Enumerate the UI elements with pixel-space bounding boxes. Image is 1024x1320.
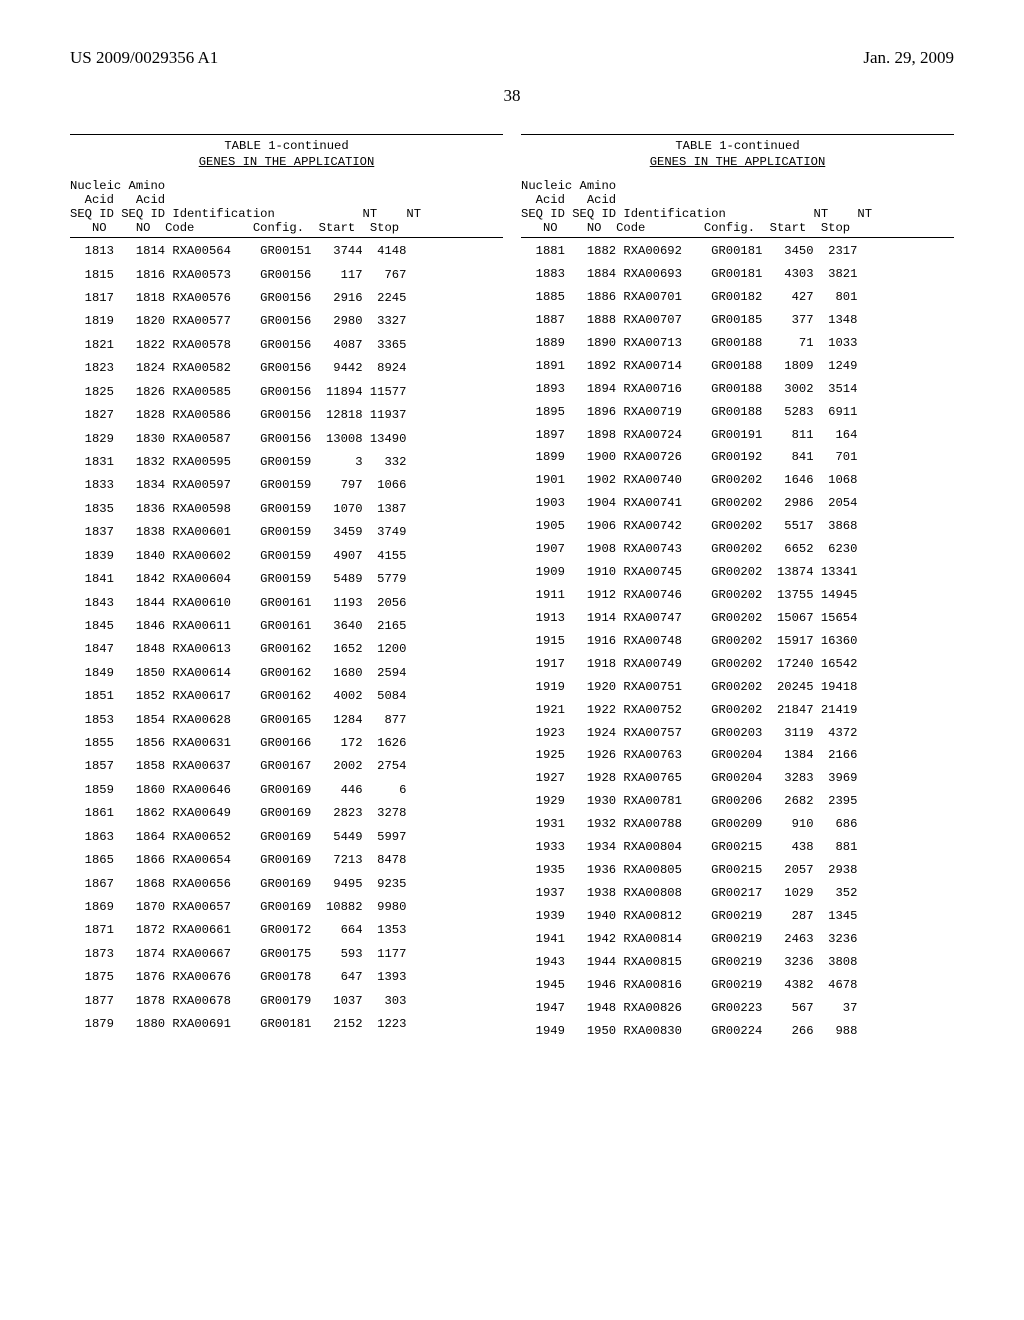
table-row: 1949 1950 RXA00830 GR00224 266 988 <box>521 1024 954 1038</box>
table-row: 1889 1890 RXA00713 GR00188 71 1033 <box>521 336 954 350</box>
table-row: 1939 1940 RXA00812 GR00219 287 1345 <box>521 909 954 923</box>
table-row: 1879 1880 RXA00691 GR00181 2152 1223 <box>70 1017 503 1031</box>
table-row: 1867 1868 RXA00656 GR00169 9495 9235 <box>70 877 503 891</box>
table-row: 1899 1900 RXA00726 GR00192 841 701 <box>521 450 954 464</box>
page-number: 38 <box>70 86 954 106</box>
table-row: 1887 1888 RXA00707 GR00185 377 1348 <box>521 313 954 327</box>
table-row: 1919 1920 RXA00751 GR00202 20245 19418 <box>521 680 954 694</box>
table-row: 1945 1946 RXA00816 GR00219 4382 4678 <box>521 978 954 992</box>
table-row: 1817 1818 RXA00576 GR00156 2916 2245 <box>70 291 503 305</box>
table-row: 1837 1838 RXA00601 GR00159 3459 3749 <box>70 525 503 539</box>
table-row: 1829 1830 RXA00587 GR00156 13008 13490 <box>70 432 503 446</box>
table-title-left: TABLE 1-continued <box>70 134 503 153</box>
table-row: 1873 1874 RXA00667 GR00175 593 1177 <box>70 947 503 961</box>
table-row: 1897 1898 RXA00724 GR00191 811 164 <box>521 428 954 442</box>
table-row: 1907 1908 RXA00743 GR00202 6652 6230 <box>521 542 954 556</box>
table-row: 1881 1882 RXA00692 GR00181 3450 2317 <box>521 244 954 258</box>
table-row: 1947 1948 RXA00826 GR00223 567 37 <box>521 1001 954 1015</box>
table-row: 1813 1814 RXA00564 GR00151 3744 4148 <box>70 244 503 258</box>
table-row: 1831 1832 RXA00595 GR00159 3 332 <box>70 455 503 469</box>
table-row: 1923 1924 RXA00757 GR00203 3119 4372 <box>521 726 954 740</box>
table-row: 1855 1856 RXA00631 GR00166 172 1626 <box>70 736 503 750</box>
table-row: 1893 1894 RXA00716 GR00188 3002 3514 <box>521 382 954 396</box>
page-header: US 2009/0029356 A1 Jan. 29, 2009 <box>70 48 954 68</box>
table-row: 1827 1828 RXA00586 GR00156 12818 11937 <box>70 408 503 422</box>
table-row: 1861 1862 RXA00649 GR00169 2823 3278 <box>70 806 503 820</box>
rows-right: 1881 1882 RXA00692 GR00181 3450 2317 188… <box>521 244 954 1037</box>
table-row: 1935 1936 RXA00805 GR00215 2057 2938 <box>521 863 954 877</box>
table-subtitle-left: GENES IN THE APPLICATION <box>70 155 503 169</box>
table-row: 1917 1918 RXA00749 GR00202 17240 16542 <box>521 657 954 671</box>
right-column: TABLE 1-continued GENES IN THE APPLICATI… <box>521 134 954 1046</box>
table-row: 1943 1944 RXA00815 GR00219 3236 3808 <box>521 955 954 969</box>
table-row: 1869 1870 RXA00657 GR00169 10882 9980 <box>70 900 503 914</box>
table-row: 1859 1860 RXA00646 GR00169 446 6 <box>70 783 503 797</box>
table-row: 1913 1914 RXA00747 GR00202 15067 15654 <box>521 611 954 625</box>
table-row: 1839 1840 RXA00602 GR00159 4907 4155 <box>70 549 503 563</box>
table-row: 1853 1854 RXA00628 GR00165 1284 877 <box>70 713 503 727</box>
table-row: 1871 1872 RXA00661 GR00172 664 1353 <box>70 923 503 937</box>
table-row: 1933 1934 RXA00804 GR00215 438 881 <box>521 840 954 854</box>
table-row: 1925 1926 RXA00763 GR00204 1384 2166 <box>521 748 954 762</box>
column-header-left: Nucleic Amino Acid Acid SEQ ID SEQ ID Id… <box>70 179 503 238</box>
table-row: 1843 1844 RXA00610 GR00161 1193 2056 <box>70 596 503 610</box>
table-row: 1929 1930 RXA00781 GR00206 2682 2395 <box>521 794 954 808</box>
table-row: 1877 1878 RXA00678 GR00179 1037 303 <box>70 994 503 1008</box>
table-title-right: TABLE 1-continued <box>521 134 954 153</box>
table-row: 1847 1848 RXA00613 GR00162 1652 1200 <box>70 642 503 656</box>
table-row: 1833 1834 RXA00597 GR00159 797 1066 <box>70 478 503 492</box>
left-column: TABLE 1-continued GENES IN THE APPLICATI… <box>70 134 503 1046</box>
table-row: 1883 1884 RXA00693 GR00181 4303 3821 <box>521 267 954 281</box>
patent-page: US 2009/0029356 A1 Jan. 29, 2009 38 TABL… <box>0 0 1024 1320</box>
table-row: 1819 1820 RXA00577 GR00156 2980 3327 <box>70 314 503 328</box>
table-row: 1909 1910 RXA00745 GR00202 13874 13341 <box>521 565 954 579</box>
table-row: 1875 1876 RXA00676 GR00178 647 1393 <box>70 970 503 984</box>
table-subtitle-right: GENES IN THE APPLICATION <box>521 155 954 169</box>
publication-date: Jan. 29, 2009 <box>863 48 954 68</box>
table-row: 1941 1942 RXA00814 GR00219 2463 3236 <box>521 932 954 946</box>
table-columns: TABLE 1-continued GENES IN THE APPLICATI… <box>70 134 954 1046</box>
table-row: 1849 1850 RXA00614 GR00162 1680 2594 <box>70 666 503 680</box>
table-row: 1863 1864 RXA00652 GR00169 5449 5997 <box>70 830 503 844</box>
rows-left: 1813 1814 RXA00564 GR00151 3744 4148 181… <box>70 244 503 1031</box>
table-row: 1825 1826 RXA00585 GR00156 11894 11577 <box>70 385 503 399</box>
table-row: 1891 1892 RXA00714 GR00188 1809 1249 <box>521 359 954 373</box>
table-row: 1903 1904 RXA00741 GR00202 2986 2054 <box>521 496 954 510</box>
table-row: 1841 1842 RXA00604 GR00159 5489 5779 <box>70 572 503 586</box>
table-row: 1857 1858 RXA00637 GR00167 2002 2754 <box>70 759 503 773</box>
publication-number: US 2009/0029356 A1 <box>70 48 218 68</box>
table-row: 1865 1866 RXA00654 GR00169 7213 8478 <box>70 853 503 867</box>
table-row: 1845 1846 RXA00611 GR00161 3640 2165 <box>70 619 503 633</box>
table-row: 1823 1824 RXA00582 GR00156 9442 8924 <box>70 361 503 375</box>
table-row: 1851 1852 RXA00617 GR00162 4002 5084 <box>70 689 503 703</box>
table-row: 1931 1932 RXA00788 GR00209 910 686 <box>521 817 954 831</box>
table-row: 1927 1928 RXA00765 GR00204 3283 3969 <box>521 771 954 785</box>
table-row: 1895 1896 RXA00719 GR00188 5283 6911 <box>521 405 954 419</box>
table-row: 1937 1938 RXA00808 GR00217 1029 352 <box>521 886 954 900</box>
table-row: 1901 1902 RXA00740 GR00202 1646 1068 <box>521 473 954 487</box>
table-row: 1915 1916 RXA00748 GR00202 15917 16360 <box>521 634 954 648</box>
table-row: 1921 1922 RXA00752 GR00202 21847 21419 <box>521 703 954 717</box>
table-row: 1911 1912 RXA00746 GR00202 13755 14945 <box>521 588 954 602</box>
table-row: 1885 1886 RXA00701 GR00182 427 801 <box>521 290 954 304</box>
table-row: 1815 1816 RXA00573 GR00156 117 767 <box>70 268 503 282</box>
table-row: 1835 1836 RXA00598 GR00159 1070 1387 <box>70 502 503 516</box>
table-row: 1905 1906 RXA00742 GR00202 5517 3868 <box>521 519 954 533</box>
column-header-right: Nucleic Amino Acid Acid SEQ ID SEQ ID Id… <box>521 179 954 238</box>
table-row: 1821 1822 RXA00578 GR00156 4087 3365 <box>70 338 503 352</box>
